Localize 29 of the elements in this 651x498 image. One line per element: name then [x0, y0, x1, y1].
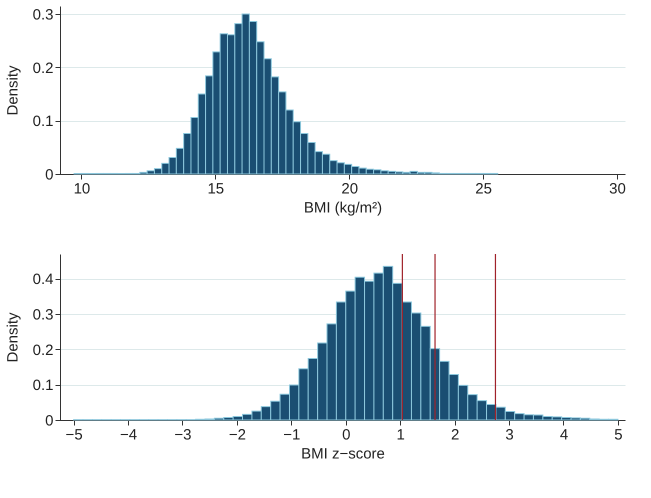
x-tick-label: 3	[505, 426, 514, 444]
y-tick-label: 0.2	[32, 342, 54, 359]
x-tick-label: −4	[120, 426, 138, 444]
x-tick-label: −3	[174, 426, 192, 444]
y-axis-title: Density	[4, 65, 22, 116]
x-tick-label: 20	[341, 180, 358, 198]
x-tick-label: 5	[614, 426, 623, 444]
x-axis-title: BMI z−score	[301, 446, 385, 462]
x-axis-title: BMI (kg/m²)	[304, 200, 382, 216]
x-tick-label: 0	[342, 426, 350, 444]
x-tick-label: 30	[609, 180, 626, 198]
x-tick-label: 1	[396, 426, 405, 444]
x-tick-label: 25	[475, 180, 492, 198]
y-tick-label: 0.1	[32, 377, 54, 394]
x-tick-label: 4	[560, 426, 568, 444]
x-tick-label: −1	[283, 426, 300, 444]
y-tick-label: 0.4	[32, 271, 54, 288]
x-tick-label: 2	[450, 426, 460, 444]
y-tick-label: 0	[45, 412, 54, 430]
y-tick-label: 0.2	[32, 60, 54, 77]
y-axis-title: Density	[4, 312, 22, 363]
x-tick-label: 15	[207, 180, 224, 198]
y-tick-label: 0.1	[32, 113, 54, 130]
y-tick-label: 0	[45, 166, 54, 184]
x-tick-label: 10	[74, 180, 90, 198]
x-tick-label: −5	[66, 426, 83, 444]
y-tick-label: 0.3	[32, 6, 54, 24]
x-tick-label: −2	[228, 426, 246, 444]
y-tick-label: 0.3	[32, 306, 54, 324]
